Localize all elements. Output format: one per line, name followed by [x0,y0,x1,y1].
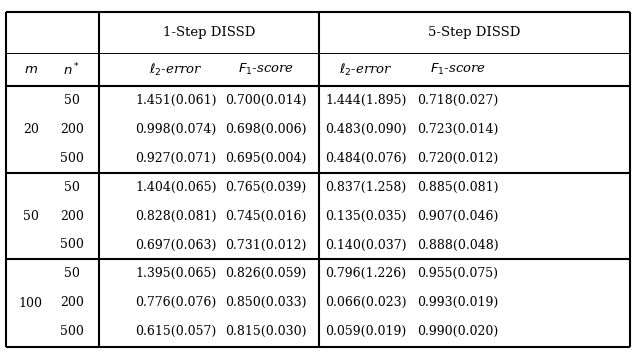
Text: 0.697(0.063): 0.697(0.063) [135,239,217,251]
Text: 0.888(0.048): 0.888(0.048) [417,239,499,251]
Text: 200: 200 [60,123,84,136]
Text: 0.140(0.037): 0.140(0.037) [325,239,407,251]
Text: 0.927(0.071): 0.927(0.071) [136,152,216,165]
Text: $F_1$-score: $F_1$-score [237,62,294,77]
Text: 1.404(0.065): 1.404(0.065) [135,181,217,194]
Text: 0.765(0.039): 0.765(0.039) [225,181,306,194]
Text: 50: 50 [23,210,38,222]
Text: 0.993(0.019): 0.993(0.019) [417,296,498,309]
Text: 1-Step DISSD: 1-Step DISSD [163,26,255,39]
Text: 0.990(0.020): 0.990(0.020) [417,326,498,338]
Text: 0.483(0.090): 0.483(0.090) [325,123,407,136]
Text: 0.720(0.012): 0.720(0.012) [417,152,498,165]
Text: 0.828(0.081): 0.828(0.081) [135,210,217,222]
Text: 0.484(0.076): 0.484(0.076) [325,152,407,165]
Text: $m$: $m$ [24,63,38,76]
Text: 0.998(0.074): 0.998(0.074) [136,123,216,136]
Text: 0.731(0.012): 0.731(0.012) [225,239,307,251]
Text: 0.796(1.226): 0.796(1.226) [326,268,406,280]
Text: 0.850(0.033): 0.850(0.033) [225,296,307,309]
Text: 500: 500 [60,152,84,165]
Text: 0.815(0.030): 0.815(0.030) [225,326,307,338]
Text: 100: 100 [19,297,43,309]
Text: 0.059(0.019): 0.059(0.019) [326,326,406,338]
Text: 0.135(0.035): 0.135(0.035) [325,210,407,222]
Text: 0.066(0.023): 0.066(0.023) [325,296,407,309]
Text: 0.776(0.076): 0.776(0.076) [136,296,216,309]
Text: 0.723(0.014): 0.723(0.014) [417,123,499,136]
Text: 50: 50 [64,181,79,194]
Text: 500: 500 [60,239,84,251]
Text: $F_1$-score: $F_1$-score [429,62,486,77]
Text: 0.907(0.046): 0.907(0.046) [417,210,499,222]
Text: 0.955(0.075): 0.955(0.075) [417,268,498,280]
Text: 0.745(0.016): 0.745(0.016) [225,210,307,222]
Text: 50: 50 [64,268,79,280]
Text: $\ell_2$-error: $\ell_2$-error [149,62,203,77]
Text: 0.695(0.004): 0.695(0.004) [225,152,307,165]
Text: 50: 50 [64,94,79,107]
Text: 1.444(1.895): 1.444(1.895) [325,94,407,107]
Text: 0.885(0.081): 0.885(0.081) [417,181,499,194]
Text: 20: 20 [23,123,38,136]
Text: 0.700(0.014): 0.700(0.014) [225,94,307,107]
Text: 0.718(0.027): 0.718(0.027) [417,94,498,107]
Text: 500: 500 [60,326,84,338]
Text: 200: 200 [60,296,84,309]
Text: $n^*$: $n^*$ [63,61,80,78]
Text: 5-Step DISSD: 5-Step DISSD [428,26,521,39]
Text: $\ell_2$-error: $\ell_2$-error [339,62,393,77]
Text: 0.615(0.057): 0.615(0.057) [136,326,216,338]
Text: 200: 200 [60,210,84,222]
Text: 0.826(0.059): 0.826(0.059) [225,268,306,280]
Text: 0.837(1.258): 0.837(1.258) [326,181,406,194]
Text: 1.451(0.061): 1.451(0.061) [135,94,217,107]
Text: 0.698(0.006): 0.698(0.006) [225,123,307,136]
Text: 1.395(0.065): 1.395(0.065) [136,268,216,280]
